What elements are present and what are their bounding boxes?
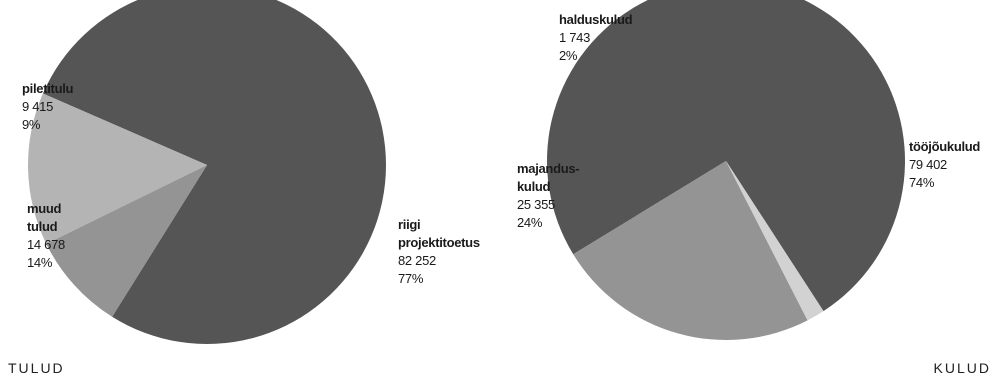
slice-label-toojoukulud: tööjõukulud 79 402 74% [909,138,980,192]
slice-value: 9 415 [22,99,54,114]
slice-label-majanduskulud: majandus- kulud 25 355 24% [517,160,580,232]
label-line: tööjõukulud [909,139,981,154]
pie-slice-1-0 [547,0,905,312]
slice-value: 25 355 [517,197,555,212]
slice-value: 14 678 [27,237,65,252]
pie-slice-1-1 [573,161,808,341]
label-line: halduskulud [559,12,633,27]
slice-value: 82 252 [398,253,436,268]
label-line: muud [27,201,62,216]
pie-slice-0-2 [46,165,207,317]
label-line: majandus- [517,161,580,176]
label-line: piletitulu [22,81,74,96]
pie-slice-0-1 [27,93,207,244]
slice-percent: 74% [909,175,935,190]
slice-label-muud-tulud: muud tulud 14 678 14% [27,200,65,272]
pie-slice-1-2 [726,161,824,321]
label-line: riigi [398,217,421,232]
slice-label-piletitulu: piletitulu 9 415 9% [22,80,73,134]
label-line: kulud [517,179,551,194]
slice-percent: 9% [22,117,41,132]
slice-value: 1 743 [559,30,591,45]
slice-value: 79 402 [909,157,947,172]
slice-percent: 2% [559,48,578,63]
label-line: tulud [27,219,58,234]
chart-title-tulud: TULUD [8,360,65,376]
chart-title-kulud: KULUD [933,360,991,376]
slice-label-riigi-projektitoetus: riigi projektitoetus 82 252 77% [398,216,480,288]
label-line: projektitoetus [398,235,480,250]
slice-percent: 14% [27,255,53,270]
slice-percent: 77% [398,271,424,286]
slice-percent: 24% [517,215,543,230]
pie-slice-0-0 [42,0,386,344]
slice-label-halduskulud: halduskulud 1 743 2% [559,11,633,65]
